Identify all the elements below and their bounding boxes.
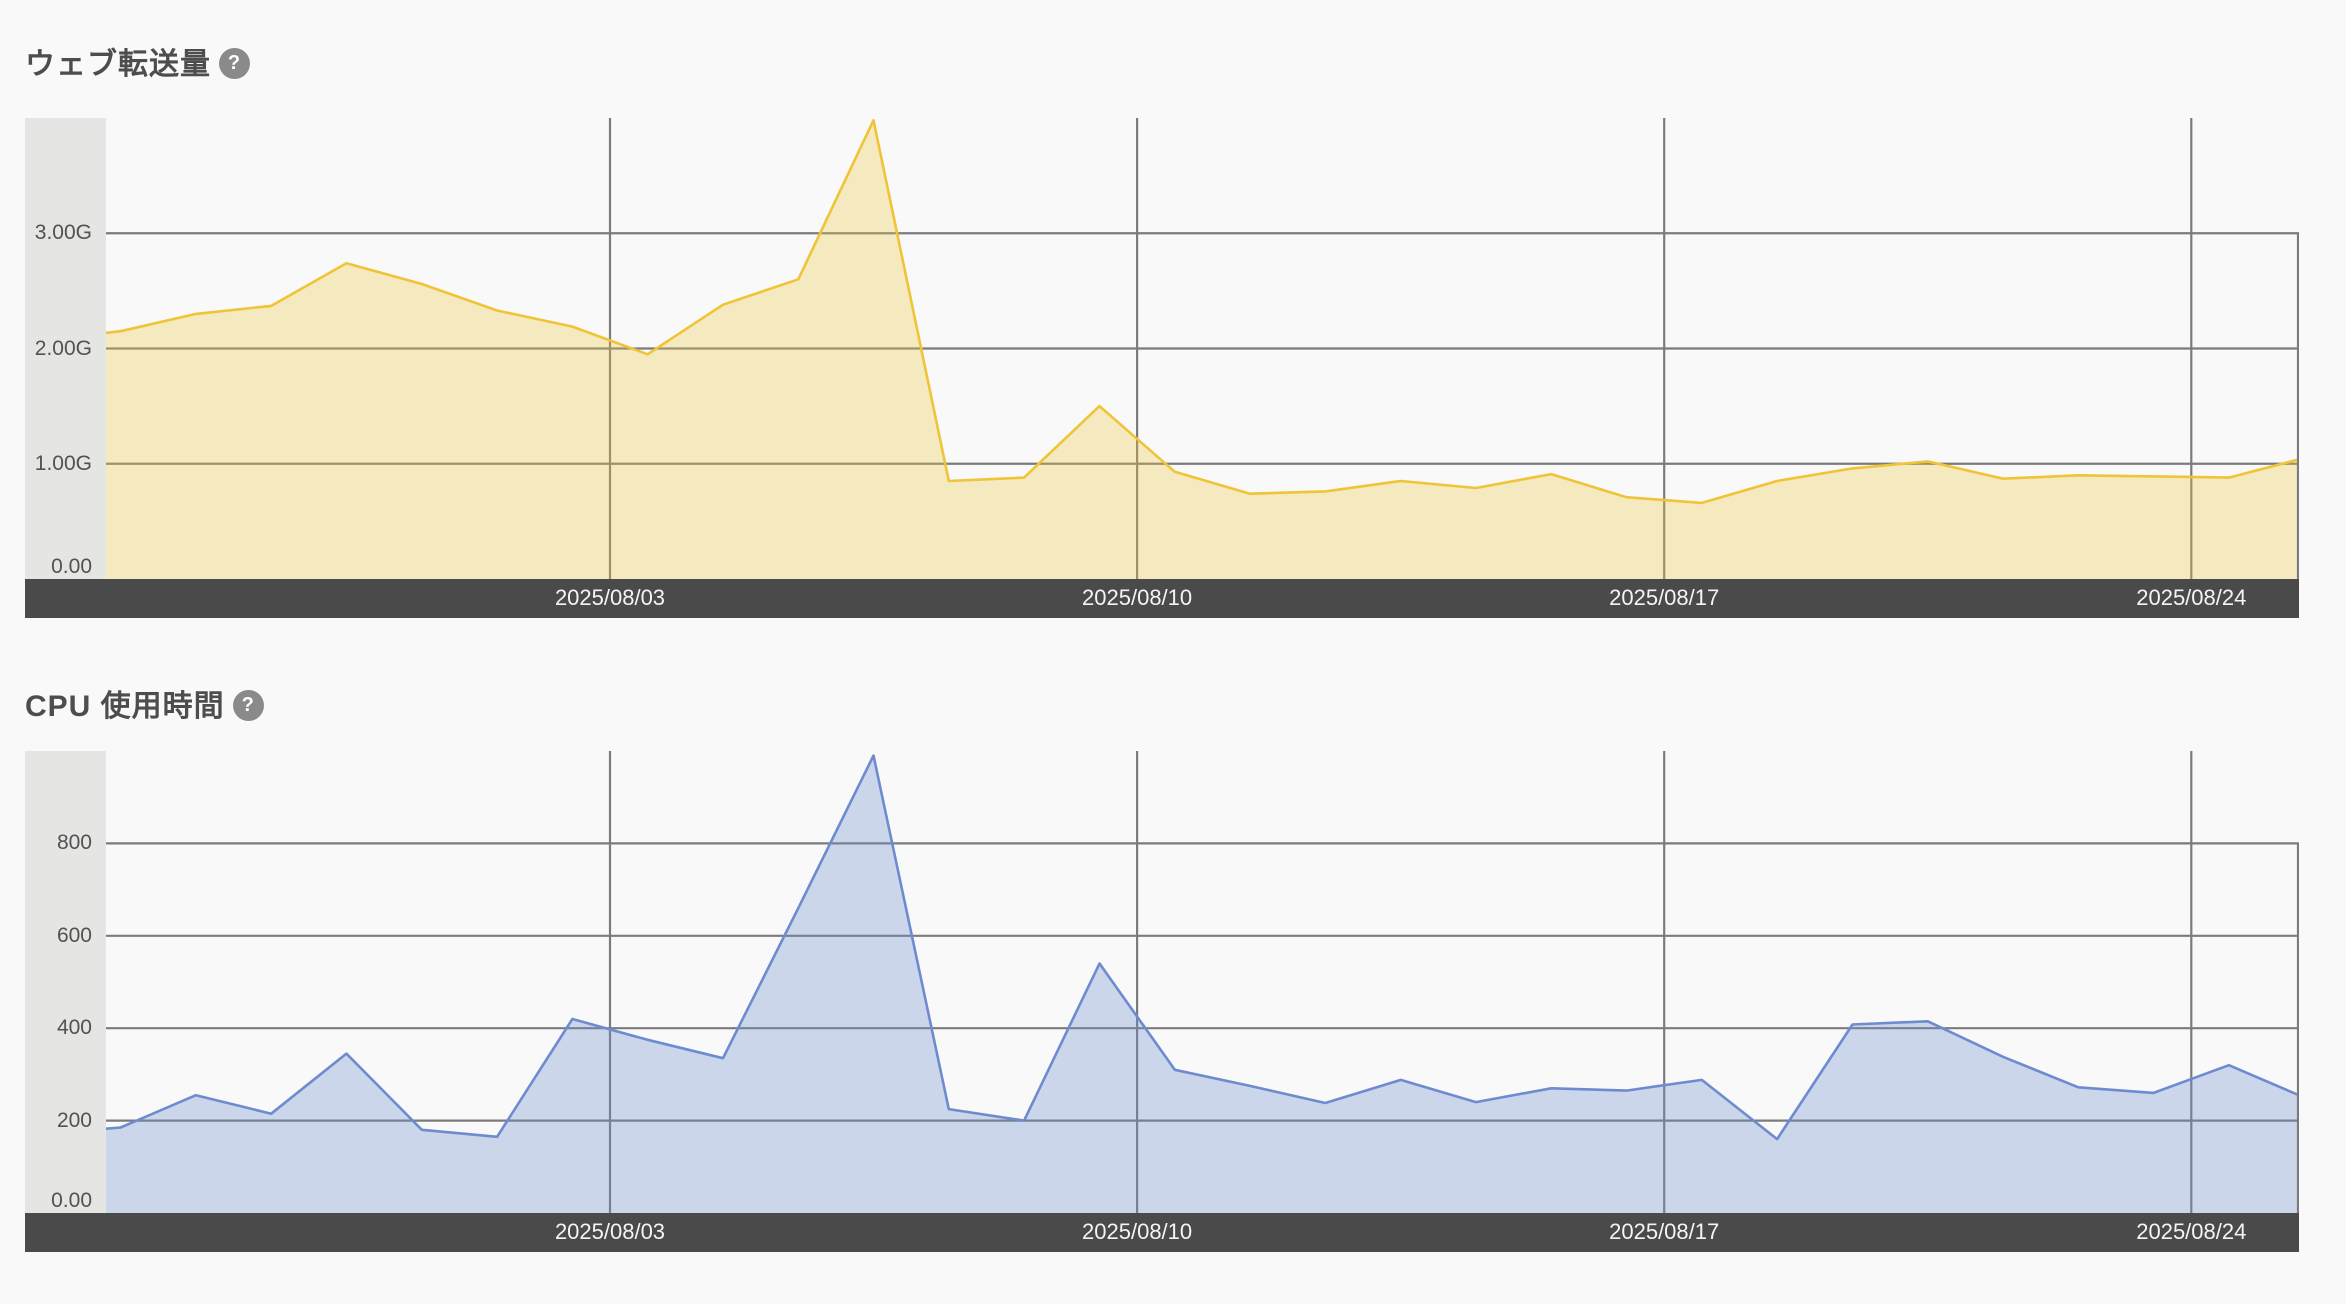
y-tick-label: 0.00 — [51, 555, 92, 578]
x-tick-label: 2025/08/10 — [1082, 585, 1193, 610]
y-tick-label: 400 — [56, 1016, 92, 1040]
help-icon[interactable]: ? — [219, 47, 250, 79]
y-tick-label: 1.00G — [34, 451, 92, 475]
x-tick-label: 2025/08/03 — [554, 1219, 666, 1244]
y-tick-label: 800 — [56, 831, 92, 855]
web-transfer-title-text: ウェブ転送量 — [25, 48, 211, 81]
x-tick-label: 2025/08/03 — [554, 585, 666, 610]
x-axis-band: 2025/08/03 2025/08/10 2025/08/17 2025/08/24 — [25, 1213, 2299, 1252]
y-axis-band — [25, 751, 106, 1213]
web-transfer-title: ウェブ転送量 ? — [25, 42, 250, 81]
x-tick-label: 2025/08/17 — [1609, 585, 1720, 610]
y-tick-label: 2.00G — [34, 336, 92, 360]
y-tick-label: 3.00G — [34, 221, 92, 245]
x-axis-band: 2025/08/03 2025/08/10 2025/08/17 2025/08/24 — [25, 579, 2299, 618]
x-tick-label: 2025/08/24 — [2136, 1219, 2247, 1244]
area-fill — [106, 120, 2299, 579]
y-axis-labels: 800 600 400 200 0.00 — [25, 751, 98, 1213]
series-line — [106, 754, 2299, 1141]
cpu-usage-title: CPU 使用時間 ? — [25, 684, 264, 723]
x-tick-label: 2025/08/17 — [1609, 1219, 1720, 1244]
x-tick-label: 2025/08/10 — [1082, 1219, 1193, 1244]
help-icon[interactable]: ? — [232, 689, 264, 721]
y-tick-label: 600 — [56, 923, 92, 947]
series-line — [106, 118, 2299, 505]
cpu-usage-title-text: CPU 使用時間 — [25, 690, 225, 723]
cpu-usage-area-chart — [106, 751, 2299, 1213]
web-transfer-area-chart — [106, 118, 2299, 579]
y-tick-label: 200 — [56, 1108, 92, 1132]
area-fill — [106, 755, 2299, 1213]
y-axis-band — [25, 118, 106, 579]
y-tick-label: 0.00 — [51, 1189, 92, 1212]
x-tick-label: 2025/08/24 — [2136, 585, 2247, 610]
y-axis-labels: 3.00G 2.00G 1.00G 0.00 — [25, 118, 98, 579]
